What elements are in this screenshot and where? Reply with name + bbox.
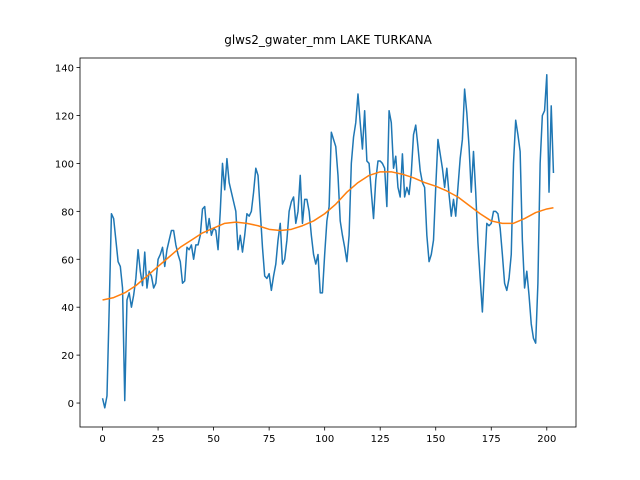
y-tick-label: 60 [61,255,74,266]
x-tick-label: 0 [99,434,105,445]
y-tick-label: 140 [55,64,74,75]
y-tick-label: 0 [68,399,74,410]
x-tick-label: 25 [152,434,165,445]
x-tick-label: 75 [263,434,276,445]
x-tick-label: 100 [315,434,334,445]
x-tick-label: 200 [537,434,556,445]
y-tick-label: 80 [61,207,74,218]
y-tick-label: 40 [61,303,74,314]
plot-frame [79,57,577,428]
x-tick-label: 150 [426,434,445,445]
data-line [102,171,554,301]
x-tick-label: 50 [207,434,220,445]
data-line [101,74,555,409]
x-tick-label: 125 [371,434,390,445]
y-tick-label: 120 [55,112,74,123]
y-tick-label: 100 [55,159,74,170]
x-tick-label: 175 [482,434,501,445]
chart-title: glws2_gwater_mm LAKE TURKANA [224,33,432,47]
y-tick-label: 20 [61,351,74,362]
